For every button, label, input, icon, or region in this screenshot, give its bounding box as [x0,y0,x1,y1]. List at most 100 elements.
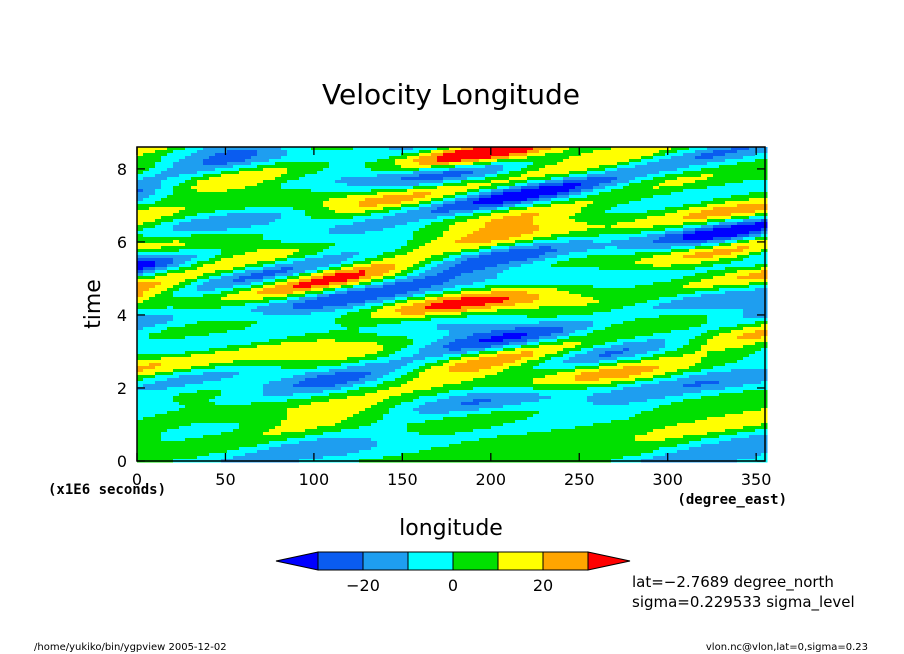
field-cell [629,213,636,217]
field-cell [485,276,492,280]
field-cell [143,174,150,178]
field-cell [341,150,348,154]
field-cell [389,150,396,154]
field-cell [305,252,312,256]
field-cell [581,192,588,196]
field-cell [401,225,408,229]
field-cell [191,174,198,178]
field-cell [533,180,540,184]
field-cell [437,156,444,160]
field-cell [425,228,432,232]
field-cell [575,273,582,277]
field-cell [191,255,198,259]
field-cell [545,267,552,271]
field-cell [389,225,396,229]
field-cell [749,156,756,160]
field-cell [575,231,582,235]
field-cell [605,243,612,247]
field-cell [677,180,684,184]
field-cell [389,198,396,202]
field-cell [443,192,450,196]
field-cell [743,156,750,160]
field-cell [221,192,228,196]
field-cell [221,162,228,166]
field-cell [293,234,300,238]
field-cell [539,147,546,151]
field-cell [707,147,714,151]
field-cell [491,222,498,226]
field-cell [287,180,294,184]
field-cell [455,177,462,181]
field-cell [677,174,684,178]
field-cell [581,273,588,277]
field-cell [269,246,276,250]
field-cell [239,210,246,214]
field-cell [179,279,186,283]
field-cell [383,210,390,214]
field-cell [467,255,474,259]
field-cell [461,246,468,250]
field-cell [383,189,390,193]
field-cell [209,228,216,232]
field-cell [515,201,522,205]
field-cell [197,216,204,220]
field-cell [533,222,540,226]
field-cell [425,183,432,187]
field-cell [419,183,426,187]
field-cell [155,189,162,193]
field-cell [497,180,504,184]
field-cell [335,276,342,280]
field-cell [419,150,426,154]
field-cell [755,156,762,160]
field-cell [581,246,588,250]
field-cell [347,282,354,286]
field-cell [575,261,582,265]
field-cell [707,222,714,226]
field-cell [329,213,336,217]
field-cell [623,165,630,169]
field-cell [341,204,348,208]
field-cell [647,156,654,160]
field-cell [347,225,354,229]
field-cell [467,225,474,229]
field-cell [239,165,246,169]
field-cell [347,261,354,265]
field-cell [263,240,270,244]
field-cell [473,222,480,226]
field-cell [485,186,492,190]
field-cell [359,288,366,292]
field-cell [335,207,342,211]
field-cell [263,228,270,232]
field-cell [605,165,612,169]
field-cell [191,231,198,235]
field-cell [617,171,624,175]
field-cell [563,258,570,262]
field-cell [395,156,402,160]
field-cell [455,279,462,283]
field-cell [497,189,504,193]
field-cell [359,222,366,226]
field-cell [287,192,294,196]
field-cell [137,156,144,160]
field-cell [323,195,330,199]
field-cell [695,198,702,202]
field-cell [149,204,156,208]
field-cell [533,228,540,232]
field-cell [641,174,648,178]
field-cell [701,225,708,229]
field-cell [341,225,348,229]
field-cell [515,282,522,286]
field-cell [605,156,612,160]
field-cell [167,252,174,256]
field-cell [551,162,558,166]
field-cell [593,231,600,235]
field-cell [599,198,606,202]
field-cell [251,156,258,160]
field-cell [341,282,348,286]
field-cell [269,204,276,208]
field-cell [161,210,168,214]
field-cell [209,159,216,163]
field-cell [179,234,186,238]
field-cell [395,255,402,259]
field-cell [137,285,144,289]
